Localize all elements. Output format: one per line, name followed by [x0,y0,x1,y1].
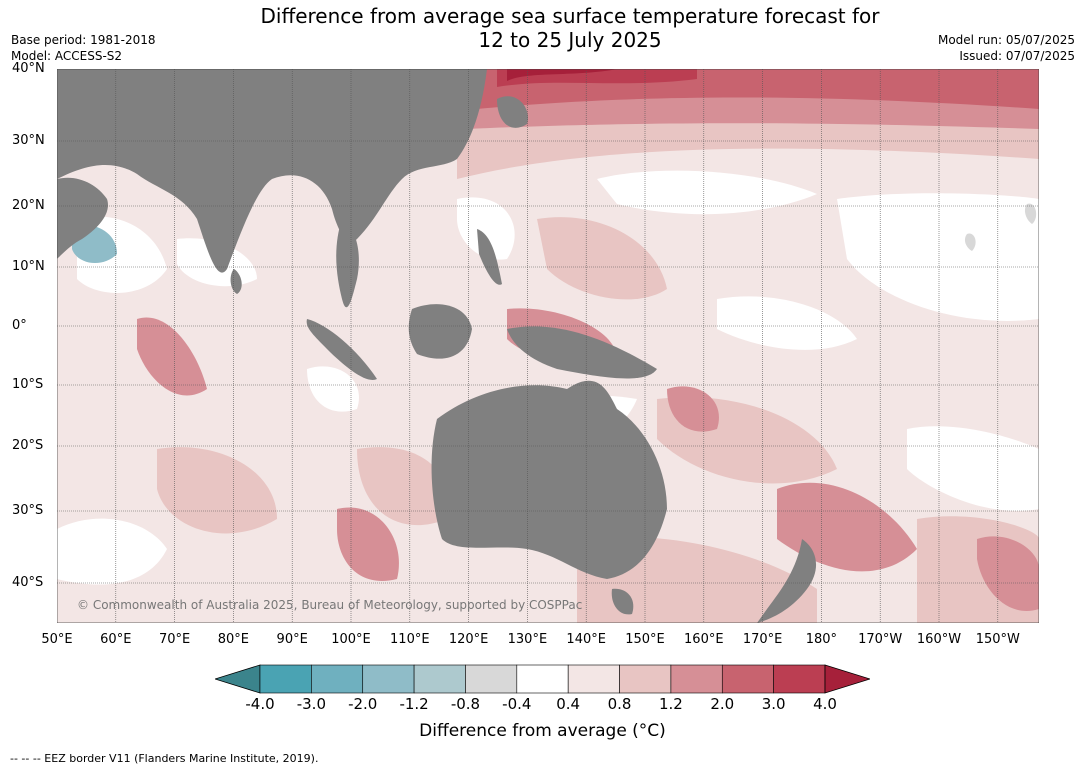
colorbar-tick-label: 1.2 [658,695,683,713]
neutral-region-9 [307,366,359,412]
colorbar-label: Difference from average (°C) [419,721,666,741]
sst-anomaly-map: © Commonwealth of Australia 2025, Bureau… [57,69,1039,623]
run-info: Model run: 05/07/2025 Issued: 07/07/2025 [938,32,1075,64]
hawaii-neutral [964,203,1037,251]
colorbar-tick-label: -4.0 [245,695,275,713]
longitude-label: 180° [805,632,838,647]
land-indochina [336,219,359,308]
latitude-label: 30°N [12,133,45,148]
colorbar-segment [465,664,518,694]
land-philippines [477,229,502,285]
warm-region-3 [157,447,277,534]
land-sumatra [306,319,377,380]
land-arabia [57,177,108,259]
longitude-label: 170°W [858,632,903,647]
copyright-note: © Commonwealth of Australia 2025, Bureau… [77,598,582,612]
neutral-region-8 [57,518,167,585]
longitude-label: 60°E [100,632,132,647]
latitude-label: 30°S [12,503,44,518]
colorbar-tick-label: -0.8 [450,695,481,713]
neutral-region-2 [837,193,1039,321]
model-info: Base period: 1981-2018 Model: ACCESS-S2 [11,32,156,64]
land-hawaii-region [964,233,976,251]
colorbar-tick-label: 0.8 [607,695,632,713]
longitude-label: 160°W [916,632,962,647]
longitude-label: 170°E [742,632,783,647]
longitude-label: 120°E [448,632,489,647]
colorbar-tick-label: 4.0 [813,695,837,713]
land-new-zealand [757,539,817,623]
land-tasmania [611,588,634,615]
warm-region-9 [777,482,917,572]
colorbar-tick-label: -1.2 [399,695,429,713]
longitude-label: 70°E [158,632,191,647]
colorbar-segment [362,664,415,694]
warm-region-1 [537,217,667,300]
colorbar-tick-label: 3.0 [761,695,786,713]
longitude-label: 140°E [566,632,606,647]
land-australia [431,380,667,579]
issued-date: Issued: 07/07/2025 [959,49,1075,63]
colorbar-segment [413,664,466,694]
title-line-2: 12 to 25 July 2025 [478,28,662,52]
colorbar-segment [619,664,672,694]
neutral-region-10 [717,296,857,350]
latitude-label: 20°S [12,438,44,453]
latitude-label: 20°N [12,198,45,213]
longitude-label: 110°E [390,632,430,647]
base-period: Base period: 1981-2018 [11,33,156,47]
colorbar-segment [670,664,723,694]
colorbar [215,664,870,694]
warm-region-2 [357,447,449,526]
longitude-label: 150°W [975,632,1020,647]
colorbar-segment [567,664,620,694]
colorbar-tick-label: 0.4 [556,695,581,713]
title-line-1: Difference from average sea surface temp… [260,4,880,28]
land-masses [57,69,817,623]
colorbar-segment [259,664,312,694]
colorbar-segment [516,664,569,694]
latitude-label: 40°S [12,575,44,590]
colorbar-tick-label: -2.0 [348,695,378,713]
longitude-label: 80°E [217,632,250,647]
colorbar-segment [721,664,774,694]
eez-legend-note: -- -- -- EEZ border V11 (Flanders Marine… [10,752,319,765]
land-wake-region [1024,203,1037,224]
colorbar-extend-low [215,664,261,694]
colorbar-tick-label: -0.4 [502,695,532,713]
latitude-label: 10°N [12,259,45,274]
colorbar-tick-label: -3.0 [296,695,326,713]
neutral-region-7 [907,426,1039,511]
longitude-label: 100°E [331,632,371,647]
model-name: Model: ACCESS-S2 [11,49,123,63]
latitude-label: 40°N [12,61,45,76]
neutral-region-1 [597,170,817,215]
latitude-label: 10°S [12,377,44,392]
map-title: Difference from average sea surface temp… [200,4,940,52]
land-asia [57,69,487,273]
model-run-date: Model run: 05/07/2025 [937,33,1075,47]
colorbar-extend-high [824,664,870,694]
colorbar-segment [311,664,364,694]
longitude-label: 150°E [625,632,665,647]
colorbar-tick-label: 2.0 [710,695,735,713]
neutral-region-5 [457,197,515,260]
longitude-label: 90°E [276,632,308,647]
graticule [57,69,1039,623]
latitude-label: 0° [12,318,27,333]
land-japan [497,96,528,128]
warm-region-10 [337,507,399,581]
warm-region-11 [667,386,719,432]
colorbar-segment [773,664,826,694]
warm-region-12 [977,536,1039,611]
longitude-label: 130°E [507,632,548,647]
longitude-label: 160°E [684,632,724,647]
land-borneo [408,304,472,359]
warm-region-7 [137,317,207,396]
land-new-guinea [507,326,657,379]
warm-band-north-5 [507,69,617,81]
longitude-label: 50°E [41,632,73,647]
